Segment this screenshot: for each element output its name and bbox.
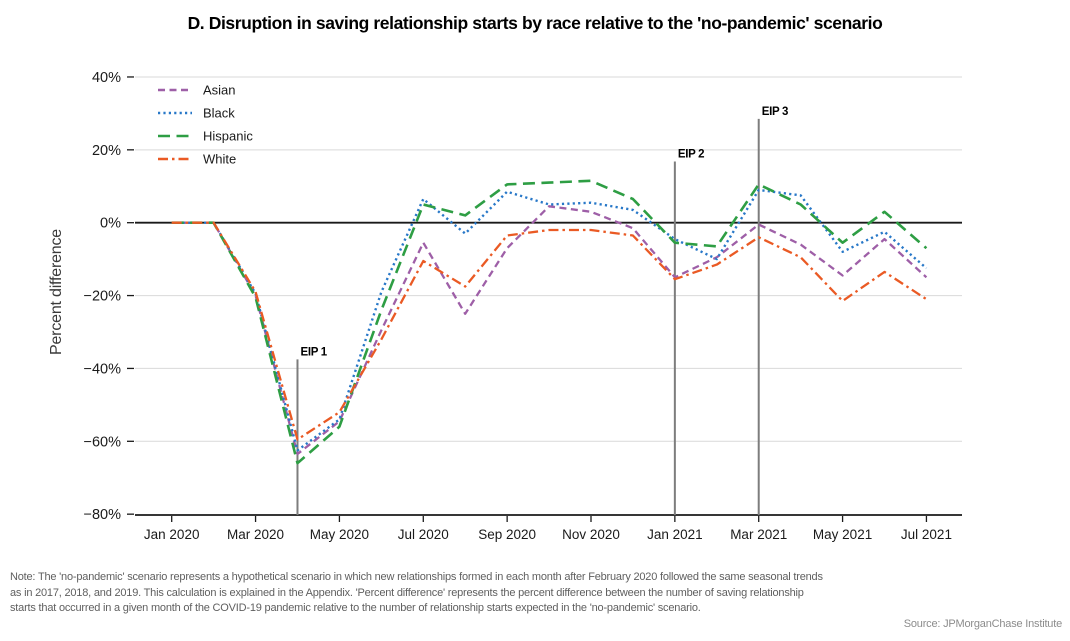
y-tick-label: 40% (92, 70, 121, 86)
x-tick-label: Jul 2020 (398, 527, 449, 542)
y-tick-label: 20% (92, 143, 121, 159)
legend-label-asian: Asian (203, 83, 236, 98)
footnote-line-3: starts that occurred in a given month of… (10, 602, 701, 614)
x-tick-label: Mar 2021 (730, 527, 787, 542)
y-tick-label: −80% (84, 507, 122, 523)
eip-annotation-label: EIP 1 (300, 346, 327, 358)
series-line-black (171, 188, 928, 452)
x-tick-label: May 2020 (310, 527, 369, 542)
legend-label-black: Black (203, 106, 235, 121)
x-tick-label: Jan 2020 (144, 527, 200, 542)
x-tick-label: Jul 2021 (901, 527, 952, 542)
chart-title: D. Disruption in saving relationship sta… (187, 13, 883, 33)
footnote: Note: The 'no-pandemic' scenario represe… (10, 570, 1010, 617)
eip-annotation-label: EIP 3 (762, 106, 788, 118)
footnote-line-1: Note: The 'no-pandemic' scenario represe… (10, 571, 823, 583)
series-line-hispanic (171, 179, 928, 465)
legend-label-white: White (203, 152, 236, 167)
y-tick-label: −20% (84, 289, 122, 305)
x-tick-label: Jan 2021 (647, 527, 703, 542)
source-credit: Source: JPMorganChase Institute (903, 618, 1062, 630)
y-tick-label: −60% (84, 434, 122, 450)
x-tick-label: Nov 2020 (562, 527, 620, 542)
x-tick-label: Sep 2020 (478, 527, 536, 542)
legend-label-hispanic: Hispanic (203, 129, 253, 144)
plot-area: 40% 20% 0% −20% −40% −60% −80% Jan 2020 Mar 2020… (84, 70, 962, 542)
y-tick-label: 0% (100, 216, 121, 232)
series-line-white (171, 221, 928, 441)
y-tick-label: −40% (84, 361, 122, 377)
x-tick-label: Mar 2020 (227, 527, 284, 542)
eip-annotation-label: EIP 2 (678, 148, 704, 160)
x-tick-label: May 2021 (813, 527, 872, 542)
footnote-line-2: as in 2017, 2018, and 2019. This calcula… (10, 586, 804, 599)
series-line-asian (171, 205, 928, 456)
